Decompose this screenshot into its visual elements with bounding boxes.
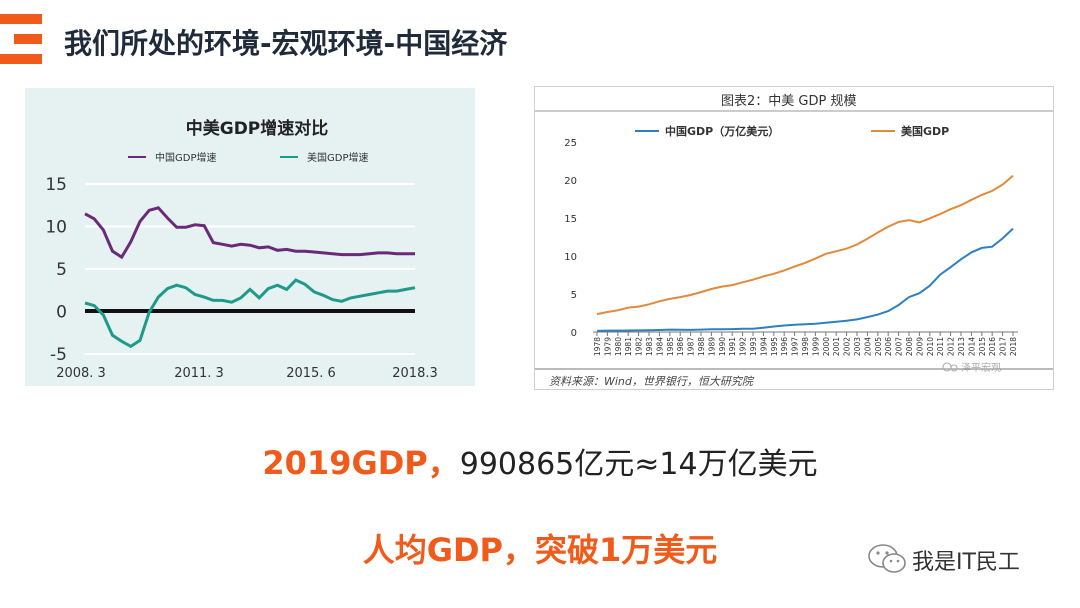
slide-title: 我们所处的环境-宏观环境-中国经济 (64, 27, 508, 60)
x-tick-label: 1994 (759, 337, 768, 356)
x-tick-label: 1984 (655, 337, 664, 356)
x-tick-label: 1982 (635, 337, 644, 356)
legend-usa-label: 美国GDP增速 (307, 151, 368, 164)
x-tick-label: 2016 (988, 337, 997, 356)
usa-gdp-line (596, 174, 1014, 316)
china-gdp-line (596, 227, 1014, 332)
x-tick-label: 2006 (884, 337, 893, 356)
x-tick-label: 1995 (770, 337, 779, 356)
x-tick-label: 2017 (999, 337, 1008, 356)
legend-china-gdp-label: 中国GDP（万亿美元） (665, 124, 779, 138)
x-tick-label: 2003 (853, 337, 862, 356)
y-tick-label: 15 (45, 175, 67, 195)
x-tick-label: 1999 (811, 337, 820, 356)
gdp-headline-highlight: 2019GDP， (262, 444, 460, 482)
chart2-source: 资料来源：Wind，世界银行，恒大研究院 (549, 375, 755, 388)
x-tick-label: 2009 (915, 337, 924, 356)
per-capita-headline: 人均GDP，突破1万美元 (362, 531, 718, 569)
x-tick-label: 1989 (707, 337, 716, 356)
x-tick-label: 2010 (926, 337, 935, 356)
x-tick-label: 1997 (791, 337, 800, 356)
x-tick-label: 2008. 3 (56, 366, 106, 381)
y-tick-label: 0 (571, 328, 577, 339)
x-tick-label: 1990 (718, 337, 727, 356)
y-tick-label: 0 (56, 303, 67, 323)
y-tick-label: 10 (45, 218, 67, 238)
x-tick-label: 2018.3 (392, 366, 438, 381)
x-tick-label: 2018 (1009, 337, 1018, 356)
usa-growth-line (84, 278, 416, 349)
legend-china-label: 中国GDP增速 (155, 151, 216, 164)
x-tick-label: 1981 (624, 337, 633, 356)
x-tick-label: 1991 (728, 337, 737, 356)
x-tick-label: 2013 (957, 337, 966, 356)
growth-rate-chart: 中美GDP增速对比 中国GDP增速 美国GDP增速 15 10 5 0 -5 2008.… (45, 118, 438, 381)
x-tick-label: 2001 (832, 337, 841, 356)
x-tick-label: 1978 (593, 337, 602, 356)
x-tick-label: 2000 (822, 337, 831, 356)
x-tick-label: 1979 (603, 337, 612, 356)
x-tick-label: 1985 (666, 337, 675, 356)
x-tick-label: 1987 (687, 337, 696, 356)
x-tick-label: 2011 (936, 337, 945, 356)
x-tick-label: 1993 (749, 337, 758, 356)
x-tick-label: 1996 (780, 337, 789, 356)
x-tick-label: 1998 (801, 337, 810, 356)
gdp-headline: 2019GDP，990865亿元≈14万亿美元 (0, 438, 1080, 484)
y-tick-label: 20 (564, 176, 577, 187)
china-growth-line (84, 206, 415, 260)
brand-logo-icon (0, 14, 42, 64)
x-tick-label: 1992 (739, 337, 748, 356)
y-tick-label: 10 (564, 252, 577, 263)
x-tick-label: 1980 (614, 337, 623, 356)
chart2-title: 图表2：中美 GDP 规模 (721, 94, 856, 109)
x-tick-label: 2008 (905, 337, 914, 356)
x-tick-label: 2011. 3 (174, 366, 224, 381)
growth-chart-panel: 中美GDP增速对比 中国GDP增速 美国GDP增速 15 10 5 0 -5 2008.… (25, 88, 475, 386)
watermark-text: 我是IT民工 (912, 550, 1020, 575)
x-tick-label: 2015. 6 (286, 366, 336, 381)
y-tick-label: 15 (564, 214, 577, 225)
x-tick-label: 1988 (697, 337, 706, 356)
x-tick-label: 2002 (843, 337, 852, 356)
gdp-scale-chart: 图表2：中美 GDP 规模 中国GDP（万亿美元） 美国GDP 0 5 10 15 20… (535, 94, 1053, 388)
x-tick-label: 2007 (895, 337, 904, 356)
gdp-headline-value: 990865亿元≈14万亿美元 (459, 447, 818, 482)
legend-usa-gdp-label: 美国GDP (901, 124, 949, 138)
y-tick-label: 5 (571, 290, 577, 301)
chart2-watermark-text: 泽平宏观 (961, 361, 1001, 374)
chart2-watermark: 泽平宏观 (942, 361, 1001, 374)
x-tick-label: 1986 (676, 337, 685, 356)
gdp-scale-chart-panel: 图表2：中美 GDP 规模 中国GDP（万亿美元） 美国GDP 0 5 10 15 20… (534, 86, 1054, 390)
x-tick-label: 2004 (863, 337, 872, 356)
x-tick-label: 2014 (967, 337, 976, 356)
x-tick-label: 2012 (947, 337, 956, 356)
y-tick-label: 25 (564, 138, 577, 149)
chart1-title: 中美GDP增速对比 (186, 118, 329, 139)
x-tick-label: 2005 (874, 337, 883, 356)
x-tick-label: 1983 (645, 337, 654, 356)
y-tick-label: 5 (56, 260, 67, 280)
y-tick-label: -5 (50, 345, 67, 365)
x-tick-label: 2015 (978, 337, 987, 356)
wechat-icon (868, 544, 906, 573)
